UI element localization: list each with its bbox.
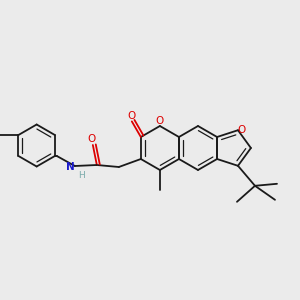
Text: H: H: [79, 170, 85, 179]
Text: O: O: [128, 111, 136, 122]
Text: O: O: [156, 116, 164, 126]
Text: N: N: [67, 162, 75, 172]
Text: O: O: [88, 134, 96, 144]
Text: O: O: [238, 125, 246, 135]
